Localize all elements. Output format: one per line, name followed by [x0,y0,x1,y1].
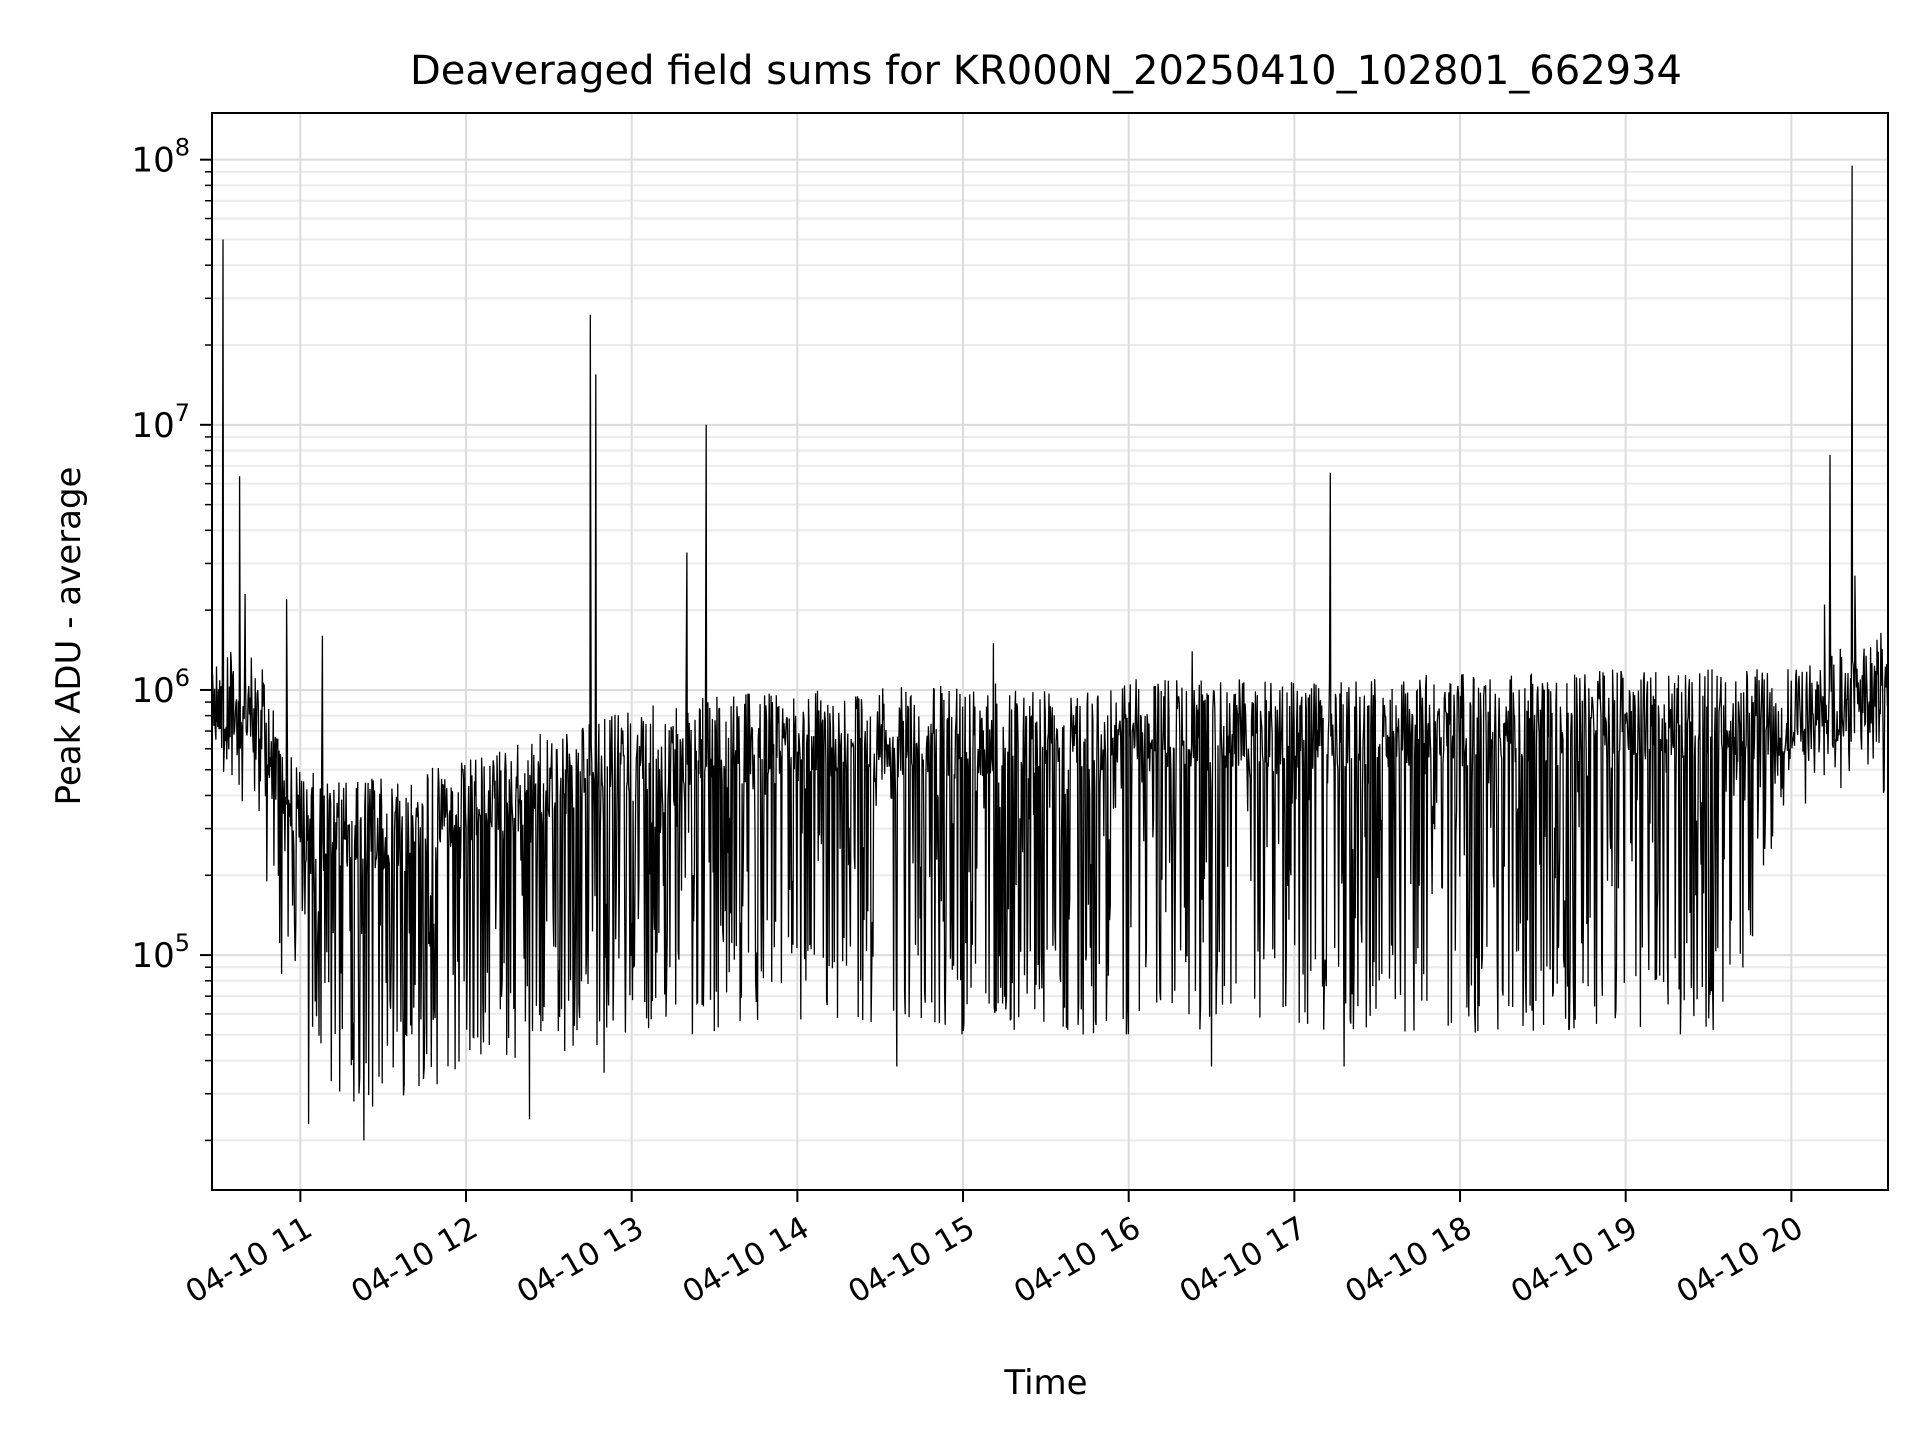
x-tick-label: 04-10 17 [1174,1210,1313,1311]
series-line [211,165,1889,1141]
series-path [211,165,1889,1141]
x-tick-label: 04-10 16 [1008,1210,1147,1311]
x-tick-label: 04-10 11 [180,1210,319,1311]
y-axis: 105 106 107 108 [131,134,212,1142]
y-tick-label: 108 [131,134,190,181]
y-tick-label: 107 [131,399,190,446]
x-tick-label: 04-10 12 [345,1210,484,1311]
y-tick-label: 106 [131,664,190,711]
x-axis: 04-10 11 04-10 12 04-10 13 04-10 14 04-10 15… [180,1190,1810,1311]
x-axis-label: Time [1003,1363,1087,1403]
chart-title: Deaveraged field sums for KR000N_2025041… [410,48,1682,94]
y-axis-label: Peak ADU - average [49,467,89,806]
x-tick-label: 04-10 13 [511,1210,650,1311]
y-tick-label: 105 [131,929,190,976]
x-tick-label: 04-10 15 [842,1210,981,1311]
x-tick-label: 04-10 14 [677,1210,816,1311]
plot-area-frame [211,112,1889,1191]
x-tick-label: 04-10 20 [1671,1210,1810,1311]
x-tick-label: 04-10 19 [1505,1210,1644,1311]
grid [212,113,1888,1190]
x-tick-label: 04-10 18 [1339,1210,1478,1311]
